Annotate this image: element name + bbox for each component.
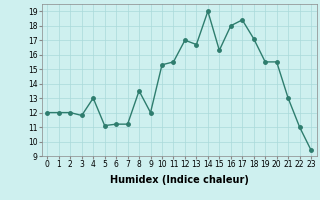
X-axis label: Humidex (Indice chaleur): Humidex (Indice chaleur) <box>110 175 249 185</box>
